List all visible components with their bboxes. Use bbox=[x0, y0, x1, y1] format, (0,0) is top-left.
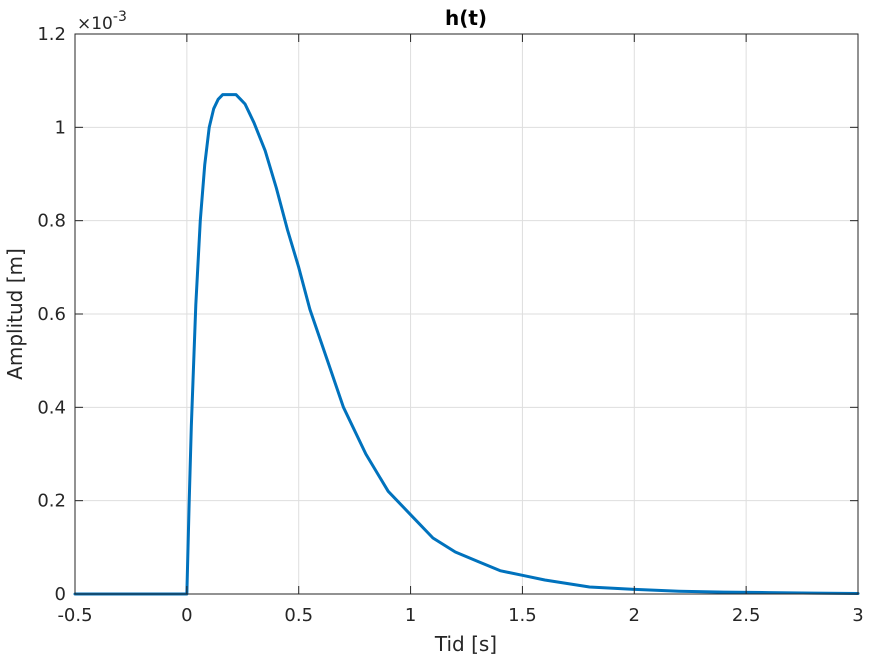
x-tick-label: 0.5 bbox=[284, 605, 313, 626]
x-tick-label: 1 bbox=[405, 605, 416, 626]
y-tick-label: 0.2 bbox=[37, 491, 66, 512]
y-tick-label: 1.2 bbox=[37, 24, 66, 45]
chart-title: h(t) bbox=[445, 6, 487, 30]
x-tick-label: 2.5 bbox=[732, 605, 761, 626]
y-tick-label: 0.4 bbox=[37, 397, 66, 418]
y-tick-label: 1 bbox=[55, 117, 66, 138]
y-tick-label: 0.6 bbox=[37, 304, 66, 325]
y-exponent-label: ×10-3 bbox=[77, 9, 127, 34]
line-layer bbox=[73, 93, 860, 596]
y-tick-label: 0 bbox=[55, 584, 66, 605]
x-tick-label: 2 bbox=[629, 605, 640, 626]
series-line bbox=[73, 93, 860, 596]
y-axis-label: Amplitud [m] bbox=[3, 248, 27, 380]
x-tick-label: 0 bbox=[181, 605, 192, 626]
y-tick-label: 0.8 bbox=[37, 211, 66, 232]
x-tick-labels: -0.5 0 0.5 1 1.5 2 2.5 3 bbox=[57, 605, 863, 626]
y-tick-labels: 0 0.2 0.4 0.6 0.8 1 1.2 bbox=[37, 24, 66, 605]
x-tick-label: -0.5 bbox=[57, 605, 92, 626]
y-exponent-power: -3 bbox=[113, 9, 127, 25]
tick-layer bbox=[74, 33, 859, 595]
x-tick-label: 1.5 bbox=[508, 605, 537, 626]
x-tick-label: 3 bbox=[852, 605, 863, 626]
x-axis-label: Tid [s] bbox=[434, 632, 497, 656]
y-exponent-base: ×10 bbox=[77, 14, 113, 34]
